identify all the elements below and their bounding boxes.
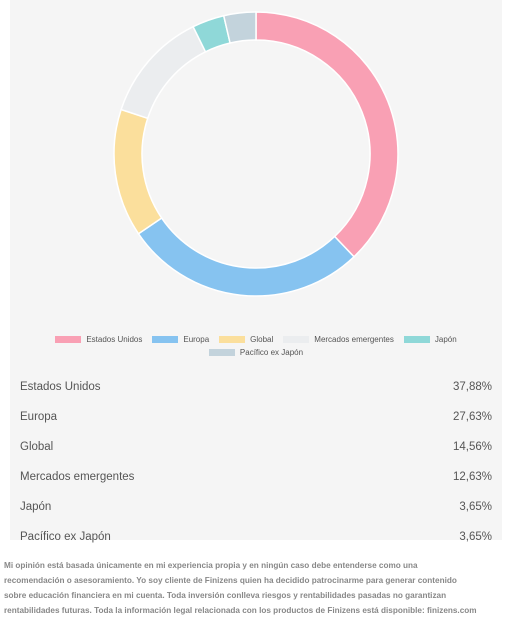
row-label: Global: [20, 441, 54, 453]
table-row: Pacífico ex Japón 3,65%: [20, 522, 492, 552]
slice-europa[interactable]: [137, 216, 356, 297]
row-label: Mercados emergentes: [20, 471, 135, 483]
chart-card: Estados Unidos Europa Global Mercados em…: [10, 0, 502, 543]
legend-label: Mercados emergentes: [314, 335, 394, 344]
row-label: Pacífico ex Japón: [20, 531, 111, 543]
donut-chart: [113, 11, 399, 297]
row-value: 27,63%: [452, 411, 492, 423]
row-value: 37,88%: [452, 381, 492, 393]
legend-item-pacifico-ex-japon[interactable]: Pacífico ex Japón: [208, 346, 304, 359]
legend-swatch: [152, 336, 179, 343]
legend-item-mercados-emergentes[interactable]: Mercados emergentes: [283, 333, 394, 346]
legend-swatch: [208, 349, 235, 356]
slice-pacifico-ex-japon[interactable]: [222, 11, 257, 44]
slice-global[interactable]: [113, 108, 163, 235]
legend-item-europa[interactable]: Europa: [152, 333, 209, 346]
legend-label: Japón: [434, 335, 457, 344]
row-value: 3,65%: [459, 501, 492, 513]
legend-row-2: Pacífico ex Japón: [10, 346, 502, 359]
legend-label: Global: [250, 335, 274, 344]
legend-label: Pacífico ex Japón: [239, 348, 304, 357]
legend-label: Europa: [183, 335, 210, 344]
row-label: Europa: [20, 411, 58, 423]
table-row: Japón 3,65%: [20, 492, 492, 522]
legend-label: Estados Unidos: [86, 335, 143, 344]
slice-estados-unidos[interactable]: [255, 11, 399, 258]
row-value: 14,56%: [452, 441, 492, 453]
slice-mercados-emergentes[interactable]: [120, 25, 207, 120]
disclaimer: Mi opinión está basada únicamente en mi …: [4, 558, 516, 618]
table-row: Mercados emergentes 12,63%: [20, 462, 492, 492]
table-row: Global 14,56%: [20, 432, 492, 462]
legend-swatch: [283, 336, 310, 343]
table-row: Estados Unidos 37,88%: [20, 372, 492, 402]
disclaimer-line: Mi opinión está basada únicamente en mi …: [4, 561, 418, 570]
row-label: Japón: [20, 501, 52, 513]
legend-row-1: Estados Unidos Europa Global Mercados em…: [10, 333, 502, 346]
legend-swatch: [403, 336, 430, 343]
disclaimer-line: rentabilidades futuras. Toda la informac…: [4, 606, 477, 615]
row-label: Estados Unidos: [20, 381, 101, 393]
row-value: 3,65%: [459, 531, 492, 543]
row-value: 12,63%: [452, 471, 492, 483]
legend-swatch: [55, 336, 82, 343]
disclaimer-line: recomendación o asesoramiento. Yo soy cl…: [4, 576, 457, 585]
allocation-table: Estados Unidos 37,88% Europa 27,63% Glob…: [20, 372, 492, 552]
legend-swatch: [219, 336, 246, 343]
disclaimer-line: sobre educación financiera en mi cuenta.…: [4, 591, 447, 600]
legend-item-estados-unidos[interactable]: Estados Unidos: [55, 333, 142, 346]
table-row: Europa 27,63%: [20, 402, 492, 432]
chart-legend: Estados Unidos Europa Global Mercados em…: [10, 333, 502, 359]
legend-item-japon[interactable]: Japón: [403, 333, 457, 346]
legend-item-global[interactable]: Global: [219, 333, 273, 346]
